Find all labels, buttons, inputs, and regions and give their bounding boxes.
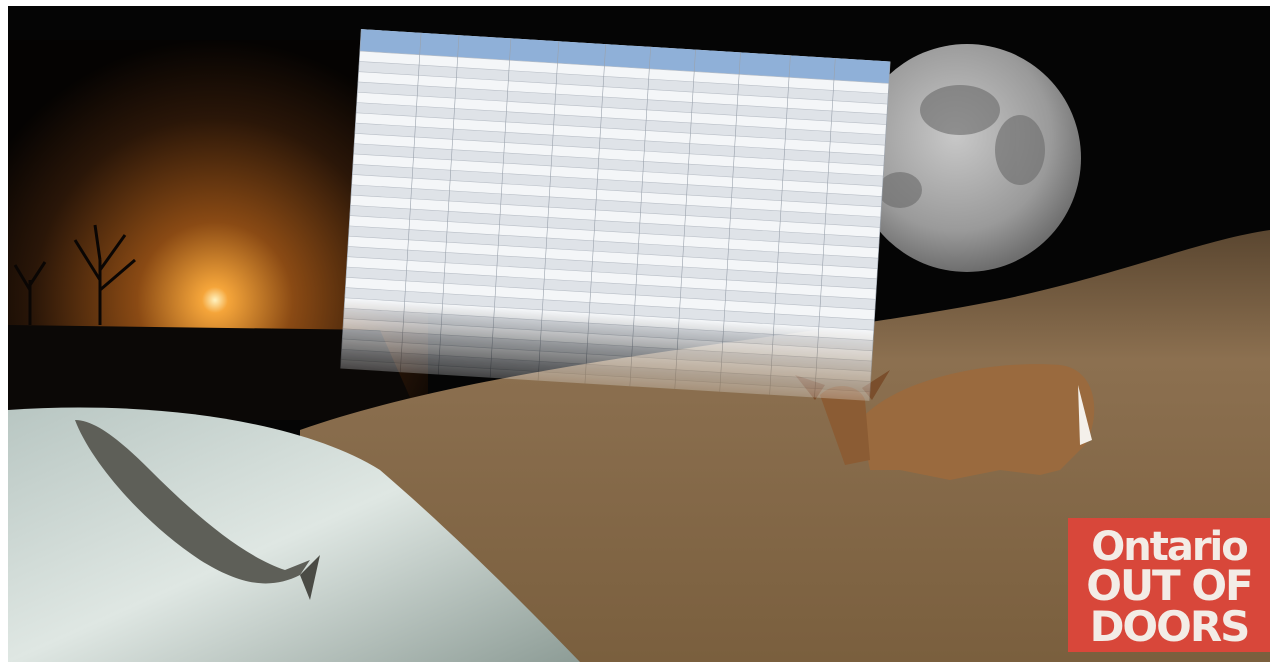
- sheet-rule: [346, 266, 876, 300]
- sheet-rule: [359, 61, 889, 95]
- sheet-rule: [400, 32, 422, 373]
- sheet-row: [353, 143, 884, 187]
- sheet-rule: [345, 276, 876, 310]
- sheet-rule: [489, 38, 512, 378]
- sheet-rule: [352, 163, 882, 197]
- sheet-rule: [352, 174, 882, 208]
- sheet-rule: [437, 35, 460, 375]
- moon-craters: [878, 85, 1045, 208]
- logo: Ontario OUT OF DOORS: [1068, 518, 1270, 652]
- logo-box: [1068, 518, 1270, 652]
- sheet-background: [340, 29, 891, 401]
- sheet-rule: [719, 52, 741, 392]
- moon: [853, 44, 1081, 272]
- sheet-header: [359, 29, 891, 84]
- sheet-rule: [354, 133, 884, 167]
- sheet-rule: [349, 215, 879, 249]
- sheet-row: [349, 205, 880, 248]
- sheet-rule: [353, 153, 883, 187]
- sheet-row: [354, 123, 885, 166]
- sheet-rule: [357, 81, 887, 115]
- sheet-rule: [357, 91, 887, 125]
- sheet-rule: [359, 50, 889, 84]
- sheet-row: [346, 267, 876, 310]
- sheet-rule: [343, 318, 873, 352]
- logo-line: OUT OF: [1086, 561, 1251, 610]
- sheet-rule: [341, 348, 871, 382]
- sheet-row: [348, 225, 879, 269]
- sheet-rule: [342, 328, 872, 362]
- logo-line: Ontario: [1091, 524, 1247, 570]
- sheet-rule: [358, 71, 888, 105]
- sheet-rule: [537, 41, 560, 381]
- sheet-row: [358, 61, 889, 105]
- sheet-rule: [355, 122, 885, 156]
- logo-line: DOORS: [1090, 602, 1249, 651]
- sheet-rule: [629, 46, 651, 387]
- sheet-rule: [356, 112, 886, 146]
- grass: [300, 230, 1270, 662]
- sheet-rule: [769, 55, 791, 395]
- sheet-rule: [342, 338, 872, 372]
- spreadsheet: [340, 29, 891, 401]
- sheet-rule: [869, 61, 891, 401]
- sheet-rule: [340, 29, 362, 369]
- sheet-rule: [344, 307, 874, 341]
- sheet-row: [351, 184, 881, 228]
- sheet-rule: [584, 44, 607, 384]
- sheet-rule: [356, 102, 886, 136]
- sheet-row: [347, 246, 877, 290]
- sheet-rule: [340, 359, 871, 393]
- sheet-rule: [674, 49, 696, 389]
- sheet-rule: [344, 297, 874, 331]
- trees: [13, 224, 136, 325]
- sheet-rule: [348, 235, 878, 269]
- sheet-rule: [345, 287, 875, 321]
- sheet-rule: [347, 246, 877, 280]
- sheet-rule: [351, 184, 881, 218]
- horizon: [8, 325, 420, 420]
- sheet-row: [342, 328, 872, 372]
- sheet-row: [352, 164, 882, 207]
- sheet-row: [340, 349, 871, 392]
- sheet-rule: [351, 194, 881, 228]
- sheet-row: [344, 287, 875, 331]
- sheet-rule: [347, 256, 877, 290]
- sheet-rule: [350, 205, 880, 238]
- sheet-rule: [354, 143, 884, 177]
- sheet-row: [356, 102, 886, 146]
- sheet-rule: [814, 58, 836, 398]
- sheet-row: [357, 81, 887, 125]
- fish: [75, 420, 320, 600]
- sheet-rule: [349, 225, 879, 259]
- sheet-row: [343, 308, 874, 351]
